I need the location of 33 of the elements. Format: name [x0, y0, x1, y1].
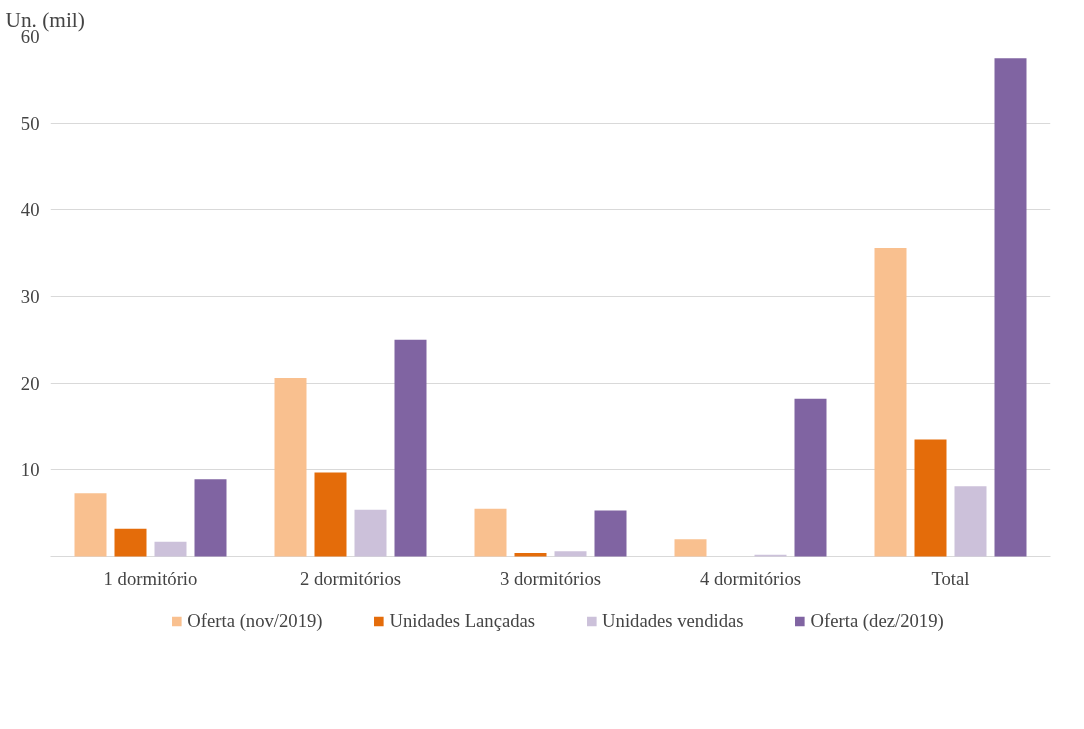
y-tick-label: 20 [20, 372, 40, 394]
bar [274, 377, 307, 557]
bar [554, 551, 587, 557]
bar [674, 539, 707, 557]
legend-label: Unidades Lançadas [389, 610, 536, 632]
bar [954, 486, 987, 557]
legend-label: Oferta (nov/2019) [187, 610, 323, 632]
bar [994, 58, 1027, 557]
y-tick-label: 30 [20, 286, 40, 307]
y-tick-label: 50 [20, 112, 40, 134]
y-tick-label: 40 [20, 199, 40, 221]
bar [874, 247, 907, 557]
bar [794, 398, 827, 557]
bar [914, 439, 947, 557]
bar [74, 493, 107, 557]
bar [594, 510, 627, 557]
bar [154, 541, 187, 557]
x-tick-label: 3 dormitórios [499, 567, 602, 589]
bar [114, 528, 147, 557]
legend-label: Oferta (dez/2019) [810, 610, 944, 632]
bar [194, 479, 227, 557]
x-tick-label: 2 dormitórios [299, 567, 402, 589]
bar [314, 472, 347, 557]
bar [354, 509, 387, 557]
x-tick-label: 4 dormitórios [699, 567, 802, 589]
bar [514, 553, 547, 557]
y-tick-label: 10 [20, 459, 40, 481]
x-tick-label: 1 dormitório [103, 567, 198, 589]
x-tick-label: Total [931, 567, 970, 589]
bar [474, 508, 507, 557]
legend-label: Unidades vendidas [602, 610, 744, 632]
y-tick-label: 60 [20, 26, 40, 47]
bar [394, 339, 427, 557]
